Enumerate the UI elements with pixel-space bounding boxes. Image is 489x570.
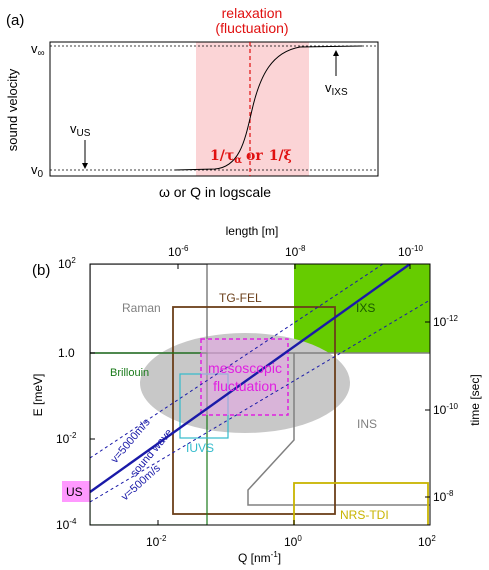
- y-tick-label: 102: [58, 256, 76, 271]
- iuvs-label: IUVS: [186, 441, 214, 455]
- bottom-ticks: [157, 520, 431, 525]
- nrs-tdi-label: NRS-TDI: [340, 508, 389, 522]
- panel-a-frame: [49, 41, 379, 177]
- mesoscopic-label: mesoscopic: [208, 360, 282, 376]
- v-inf-label: v∞: [31, 41, 45, 59]
- panel-a-label: (a): [6, 12, 24, 29]
- top-tick-label: 10-8: [285, 244, 306, 259]
- tg-fel-box: [172, 306, 336, 515]
- x-tick-label: 10-2: [146, 534, 167, 549]
- panel-b: (b) length [m]: [31, 224, 482, 565]
- fluctuation-label: fluctuation: [213, 378, 277, 394]
- right-axis-label: time [sec]: [468, 374, 482, 425]
- right-ticks: [425, 321, 430, 498]
- v-ixs-label: vIXS: [325, 80, 348, 98]
- v-ixs-arrowhead: [333, 50, 339, 56]
- y-tick-label: 1.0: [58, 346, 75, 360]
- right-tick-label: 10-12: [433, 314, 458, 329]
- fluctuation-title: (fluctuation): [215, 20, 288, 36]
- x-tick-label: 100: [284, 534, 302, 549]
- top-ticks: [177, 264, 411, 269]
- v-us-label: vUS: [70, 121, 91, 139]
- panel-b-frame: [89, 263, 431, 526]
- top-tick-label: 10-6: [168, 244, 189, 259]
- y-tick-label: 10-2: [56, 431, 77, 446]
- ixs-label: IXS: [356, 301, 375, 315]
- us-label: US: [66, 485, 83, 499]
- tg-fel-label: TG-FEL: [219, 291, 262, 305]
- y-tick-label: 10-4: [56, 517, 77, 532]
- sigmoid-curve: [174, 45, 363, 171]
- panel-b-xlabel: Q [nm-1]: [238, 550, 281, 565]
- brillouin-box: [90, 352, 208, 525]
- panel-a-xlabel: ω or Q in logscale: [159, 184, 271, 200]
- panel-b-ylabel: E [meV]: [31, 374, 45, 417]
- top-axis-label: length [m]: [226, 224, 279, 238]
- top-tick-label: 10-10: [398, 244, 423, 259]
- panel-b-label: (b): [32, 262, 50, 279]
- v-zero-label: v0: [31, 162, 44, 180]
- v-us-arrowhead: [82, 163, 88, 169]
- right-tick-label: 10-10: [433, 402, 458, 417]
- v5000-dashed-line: [90, 264, 384, 459]
- brillouin-label: Brillouin: [110, 367, 149, 379]
- panel-a: (a) relaxation (fluctuation) sound veloc…: [5, 5, 379, 200]
- ins-outline: [247, 353, 430, 506]
- panel-a-ylabel: sound velocity: [5, 68, 20, 151]
- relaxation-title: relaxation: [222, 5, 283, 21]
- raman-label: Raman: [122, 301, 161, 315]
- ins-label: INS: [357, 417, 377, 431]
- us-region: [62, 481, 90, 502]
- x-tick-label: 102: [418, 534, 436, 549]
- sound-wave-line: [90, 264, 411, 493]
- left-ticks: [90, 263, 95, 526]
- right-tick-label: 10-8: [433, 489, 454, 504]
- tau-xi-label: 1/τα or 1/ξ: [210, 148, 292, 166]
- nrs-tdi-box: [293, 482, 429, 525]
